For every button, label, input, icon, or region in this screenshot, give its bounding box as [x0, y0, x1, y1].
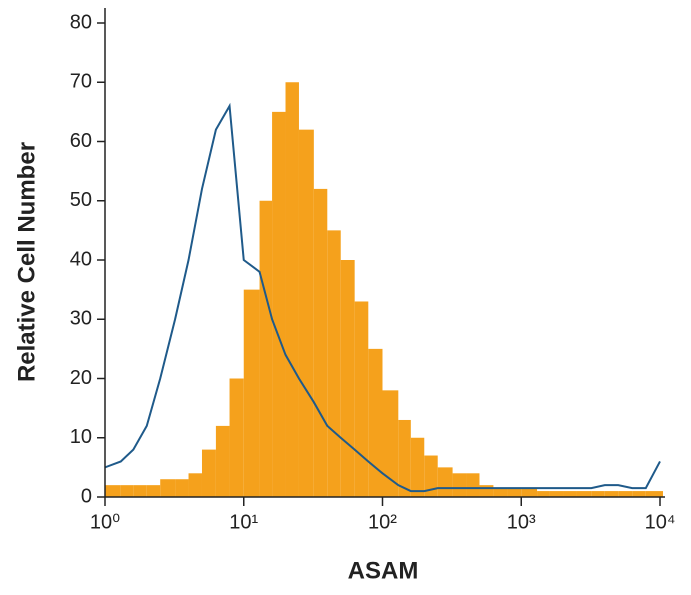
histogram-bar [298, 129, 314, 497]
histogram-bar [313, 188, 328, 497]
histogram-bar [591, 491, 605, 497]
histogram-bar [229, 378, 244, 497]
histogram-bar [120, 485, 134, 497]
y-tick-label: 80 [70, 11, 92, 33]
histogram-bar [452, 473, 467, 497]
histogram-bar [368, 348, 383, 497]
histogram-bar [424, 455, 438, 497]
histogram-bar [243, 289, 260, 497]
x-tick-label: 10² [368, 511, 397, 533]
histogram-bar [507, 488, 522, 497]
y-tick-label: 40 [70, 248, 92, 270]
y-tick-label: 70 [70, 71, 92, 93]
histogram-bar [398, 419, 411, 497]
histogram-bar [618, 491, 633, 497]
histogram-bar [272, 111, 286, 497]
y-tick-label: 0 [81, 485, 92, 507]
histogram-bar [105, 485, 121, 497]
y-tick-label: 10 [70, 426, 92, 448]
y-tick-label: 30 [70, 308, 92, 330]
histogram-bar [188, 473, 202, 497]
x-tick-label: 10⁰ [90, 511, 120, 533]
histogram-bar [175, 479, 189, 497]
histogram-bar [340, 260, 355, 497]
y-tick-label: 60 [70, 130, 92, 152]
histogram-bar [493, 488, 508, 497]
histogram-outline [104, 102, 661, 493]
histogram-bar [576, 491, 592, 497]
histogram-bar [215, 425, 230, 497]
histogram-bar [660, 491, 663, 497]
histogram-bar [201, 449, 216, 497]
histogram-bar [604, 491, 619, 497]
histogram-bar [537, 491, 550, 497]
x-tick-label: 10³ [507, 511, 536, 533]
histogram-bar [645, 491, 660, 497]
x-tick-label: 10⁴ [645, 511, 676, 533]
histogram-bar [133, 485, 147, 497]
histogram-bar [382, 390, 399, 497]
x-axis-label: ASAM [348, 557, 419, 584]
histogram-bar [563, 491, 577, 497]
histogram-bar [466, 473, 480, 497]
histogram-bar [410, 437, 425, 497]
histogram-bar [632, 491, 646, 497]
histogram-bar [549, 491, 564, 497]
histogram-bar [285, 82, 299, 497]
histogram-bar [521, 488, 538, 497]
histogram-bar [160, 479, 176, 497]
y-tick-label: 50 [70, 189, 92, 211]
histogram-bar [437, 467, 453, 497]
histogram-bar [327, 230, 341, 497]
histogram-bar [259, 200, 273, 497]
y-tick-label: 20 [70, 367, 92, 389]
histogram-bar [479, 485, 494, 497]
histogram-bar [354, 301, 369, 497]
x-tick-label: 10¹ [229, 511, 258, 533]
histogram-bar [146, 485, 161, 497]
y-axis-label: Relative Cell Number [13, 142, 40, 382]
